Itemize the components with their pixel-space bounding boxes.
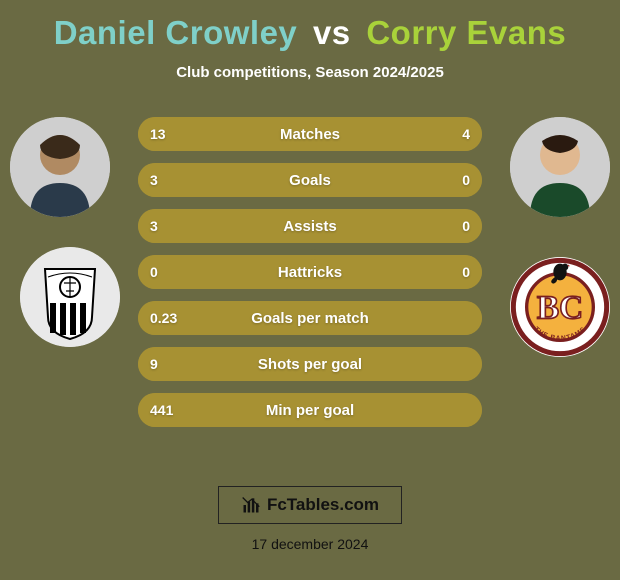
stat-label: Matches (280, 126, 340, 143)
title-player1: Daniel Crowley (54, 14, 298, 51)
stat-label: Hattricks (278, 264, 342, 281)
player2-club-badge: BC THE BANTAMS (510, 257, 610, 357)
stat-label: Shots per goal (258, 356, 362, 373)
stat-label: Assists (283, 218, 336, 235)
stat-value-right: 0 (462, 209, 470, 243)
stat-label: Goals per match (251, 310, 369, 327)
stat-value-left: 0.23 (150, 301, 177, 335)
person-icon (10, 117, 110, 217)
stat-row: 3 Assists 0 (138, 209, 482, 243)
brand-box: FcTables.com (218, 486, 402, 524)
stat-row: 0 Hattricks 0 (138, 255, 482, 289)
club-crest-icon (20, 247, 120, 347)
person-icon (510, 117, 610, 217)
brand-text: FcTables.com (267, 495, 379, 515)
subtitle: Club competitions, Season 2024/2025 (0, 64, 620, 81)
player2-avatar (510, 117, 610, 217)
stat-label: Goals (289, 172, 331, 189)
stat-row: 9 Shots per goal (138, 347, 482, 381)
content-area: BC THE BANTAMS 13 Matches 4 3 Goals 0 3 Assists… (0, 107, 620, 437)
stat-row: 441 Min per goal (138, 393, 482, 427)
stat-value-right: 4 (462, 117, 470, 151)
footer: FcTables.com (0, 486, 620, 524)
stat-value-left: 13 (150, 117, 166, 151)
stat-value-left: 0 (150, 255, 158, 289)
stat-value-left: 441 (150, 393, 173, 427)
stat-value-right: 0 (462, 255, 470, 289)
club-letters: BC (537, 290, 583, 327)
player1-avatar (10, 117, 110, 217)
comparison-card: Daniel Crowley vs Corry Evans Club compe… (0, 0, 620, 580)
date-text: 17 december 2024 (0, 536, 620, 552)
club-crest-icon: BC THE BANTAMS (510, 257, 610, 357)
title-vs: vs (307, 14, 357, 51)
stat-value-left: 3 (150, 163, 158, 197)
stat-row: 13 Matches 4 (138, 117, 482, 151)
bar-chart-icon (241, 495, 261, 515)
stat-value-left: 3 (150, 209, 158, 243)
stat-label: Min per goal (266, 402, 354, 419)
stat-row: 3 Goals 0 (138, 163, 482, 197)
stat-value-left: 9 (150, 347, 158, 381)
stat-value-right: 0 (462, 163, 470, 197)
title-player2: Corry Evans (366, 14, 566, 51)
player1-club-badge (20, 247, 120, 347)
stat-row: 0.23 Goals per match (138, 301, 482, 335)
title: Daniel Crowley vs Corry Evans (0, 14, 620, 52)
stat-bars: 13 Matches 4 3 Goals 0 3 Assists 0 0 Hattricks 0 0.2… (138, 117, 482, 439)
